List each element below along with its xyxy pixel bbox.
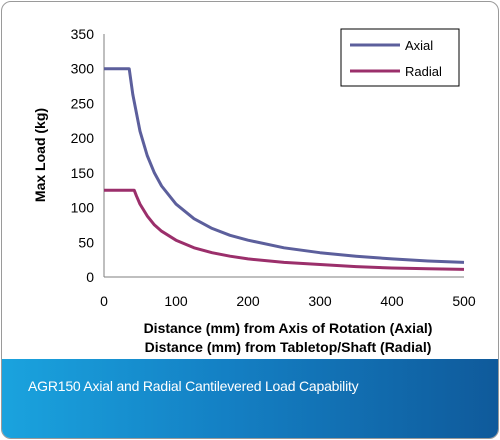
y-tick-label: 150 <box>71 165 95 181</box>
x-axis-label-line-2: Distance (mm) from Tabletop/Shaft (Radia… <box>145 339 432 355</box>
y-tick-label: 200 <box>71 130 95 146</box>
load-chart: 0 50 100 150 200 250 300 350 0 100 200 300 400 500 M… <box>32 26 476 355</box>
series-line-radial <box>104 188 465 271</box>
x-tick-labels: 0 100 200 300 400 500 <box>100 293 476 309</box>
plot-area <box>103 34 464 278</box>
x-axis-label-line-1: Distance (mm) from Axis of Rotation (Axi… <box>144 320 433 336</box>
y-tick-label: 300 <box>71 61 95 77</box>
x-tick-label: 0 <box>100 293 108 309</box>
y-tick-label: 100 <box>71 200 95 216</box>
caption-bar: AGR150 Axial and Radial Cantilevered Loa… <box>2 359 498 438</box>
x-tick-label: 100 <box>164 293 188 309</box>
y-tick-label: 250 <box>71 95 95 111</box>
series-lines <box>104 67 465 271</box>
legend-box <box>340 28 460 87</box>
x-tick-label: 400 <box>380 293 404 309</box>
x-tick-label: 200 <box>236 293 260 309</box>
y-tick-label: 50 <box>78 234 94 250</box>
legend: Axial Radial <box>340 28 460 87</box>
caption-title: AGR150 Axial and Radial Cantilevered Loa… <box>28 378 359 394</box>
x-tick-label: 500 <box>452 293 476 309</box>
y-tick-label: 0 <box>86 269 94 285</box>
series-line-axial <box>104 67 465 264</box>
x-tick-label: 300 <box>308 293 332 309</box>
y-tick-label: 350 <box>71 26 95 42</box>
legend-label-axial: Axial <box>405 38 433 53</box>
y-axis-label: Max Load (kg) <box>32 108 48 202</box>
y-tick-labels: 0 50 100 150 200 250 300 350 <box>71 26 95 285</box>
legend-label-radial: Radial <box>405 64 442 79</box>
